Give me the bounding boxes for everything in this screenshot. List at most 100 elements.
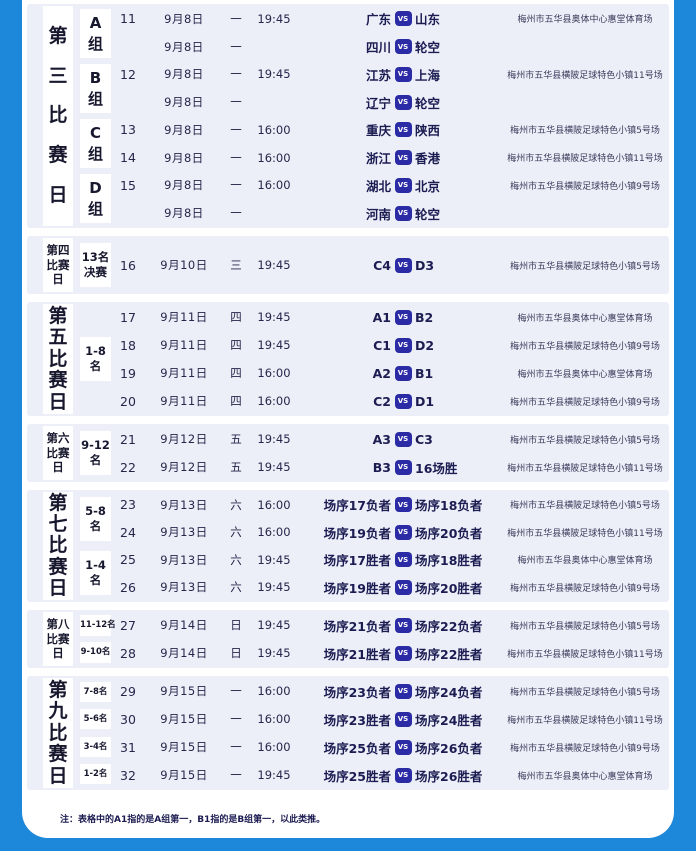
match-weekday: 四	[230, 310, 242, 324]
group-wrap: 7-8名	[80, 678, 111, 706]
match-number: 11	[120, 11, 136, 27]
match-time: 19:45	[257, 580, 291, 595]
match-row: 12 9月8日 一 19:45 江苏 VS 上海 梅州市五华县横陂足球特色小镇1…	[111, 61, 665, 89]
match-weekday: 日	[230, 618, 242, 632]
match-time: 16:00	[257, 122, 291, 137]
group-label: 11-12名	[80, 615, 116, 636]
match-number: 22	[120, 459, 136, 475]
match-date: 9月8日	[164, 206, 204, 221]
away-team: 16场胜	[415, 460, 458, 476]
match-row: 29 9月15日 一 16:00 场序23负者 VS 场序24负者 梅州市五华县…	[111, 677, 665, 705]
home-team: A2	[372, 365, 391, 381]
match-row: 11 9月8日 一 19:45 广东 VS 山东 梅州市五华县奥体中心惠堂体育场	[111, 5, 665, 33]
matchday-label: 第八 比赛日	[43, 612, 73, 666]
away-team: 场序18负者	[415, 498, 483, 514]
match-row: 32 9月15日 一 19:45 场序25胜者 VS 场序26胜者 梅州市五华县…	[111, 761, 665, 789]
away-team: D2	[415, 337, 435, 353]
match-weekday: 一	[230, 712, 242, 726]
away-team: 场序20胜者	[415, 580, 483, 596]
match-weekday: 四	[230, 366, 242, 380]
group-label: 1-8 名	[80, 337, 111, 381]
vs-badge-icon: VS	[394, 645, 412, 661]
away-team: 场序24胜者	[415, 712, 483, 728]
matchday-label-line: 第	[48, 24, 68, 47]
away-team: 场序26胜者	[415, 768, 483, 784]
group-label-line: 5-6名	[83, 714, 108, 725]
group-label-line: 名	[89, 573, 102, 587]
away-team: 北京	[415, 178, 441, 194]
match-time: 16:00	[257, 740, 291, 754]
away-team: 场序20负者	[415, 525, 483, 541]
home-team: 场序19胜者	[323, 580, 391, 596]
vs-badge-icon: VS	[394, 579, 412, 595]
match-date: 9月11日	[160, 366, 208, 380]
match-number: 32	[120, 767, 136, 783]
home-team: 场序21负者	[323, 618, 391, 634]
group-label-line: 11-12名	[80, 620, 116, 631]
match-venue: 梅州市五华县奥体中心惠堂体育场	[517, 771, 653, 782]
vs-badge-icon: VS	[394, 711, 412, 727]
home-team: 四川	[365, 40, 391, 56]
match-date: 9月15日	[160, 768, 208, 782]
vs-badge-icon: VS	[394, 767, 412, 783]
matchday-label-line: 赛	[48, 743, 68, 765]
match-row: 20 9月11日 四 16:00 C2 VS D1 梅州市五华县横陂足球特色小镇…	[111, 387, 665, 415]
vs-badge-icon: VS	[394, 39, 412, 55]
match-weekday: 一	[230, 206, 242, 221]
match-weekday: 一	[230, 39, 242, 54]
vs-badge-icon: VS	[394, 66, 412, 82]
match-row: 26 9月13日 六 19:45 场序19胜者 VS 场序20胜者 梅州市五华县…	[111, 574, 665, 602]
match-number: 19	[120, 365, 136, 381]
group-label-line: 组	[87, 89, 103, 108]
group-label: 1-2名	[80, 764, 111, 785]
matchday-label: 第三比赛日	[43, 6, 73, 226]
group-wrap: 13名 决赛	[80, 238, 111, 292]
match-date: 9月8日	[164, 67, 204, 82]
group-label-line: 1-2名	[83, 769, 108, 780]
away-team: 上海	[415, 67, 441, 83]
home-team: 场序23胜者	[323, 712, 391, 728]
match-date: 9月13日	[160, 580, 208, 595]
match-venue: 梅州市五华县横陂足球特色小镇11号场	[507, 715, 663, 726]
group-label: 7-8名	[80, 681, 111, 702]
group-label: 9-12 名	[80, 431, 111, 475]
vs-badge-icon: VS	[394, 393, 412, 409]
match-venue: 梅州市五华县横陂足球特色小镇11号场	[507, 463, 663, 474]
match-date: 9月8日	[164, 11, 204, 26]
group-label-line: 名	[89, 519, 102, 533]
match-weekday: 一	[230, 150, 242, 165]
matchday-label-line: 五	[48, 326, 68, 348]
match-weekday: 六	[230, 580, 242, 595]
match-row: 31 9月15日 一 16:00 场序25负者 VS 场序26负者 梅州市五华县…	[111, 733, 665, 761]
away-team: B2	[415, 309, 434, 325]
matchday-label: 第六 比赛日	[43, 426, 73, 480]
match-weekday: 四	[230, 394, 242, 408]
match-date: 9月11日	[160, 394, 208, 408]
match-weekday: 一	[230, 11, 242, 26]
match-number: 26	[120, 579, 136, 595]
match-weekday: 一	[230, 178, 242, 193]
match-venue: 梅州市五华县奥体中心惠堂体育场	[517, 15, 653, 26]
match-time: 19:45	[257, 432, 291, 446]
matchday-label: 第五比赛日	[43, 304, 73, 414]
match-date: 9月13日	[160, 552, 208, 567]
match-rows: 11 9月8日 一 19:45 广东 VS 山东 梅州市五华县奥体中心惠堂体育场…	[111, 4, 665, 228]
away-team: 轮空	[415, 206, 441, 222]
vs-badge-icon: VS	[394, 552, 412, 568]
away-team: 场序26负者	[415, 740, 483, 756]
match-weekday: 六	[230, 552, 242, 567]
group-label: 1-4 名	[80, 551, 111, 595]
matchday-label-line: 第六	[46, 430, 70, 445]
away-team: 轮空	[415, 40, 441, 56]
match-venue: 梅州市五华县横陂足球特色小镇9号场	[510, 341, 660, 352]
home-team: 场序17胜者	[323, 553, 391, 569]
matchday-label-line: 第	[48, 678, 68, 701]
home-team: 广东	[365, 12, 391, 28]
matchday-label: 第四 比赛日	[43, 238, 73, 292]
group-label-line: 组	[87, 199, 103, 218]
